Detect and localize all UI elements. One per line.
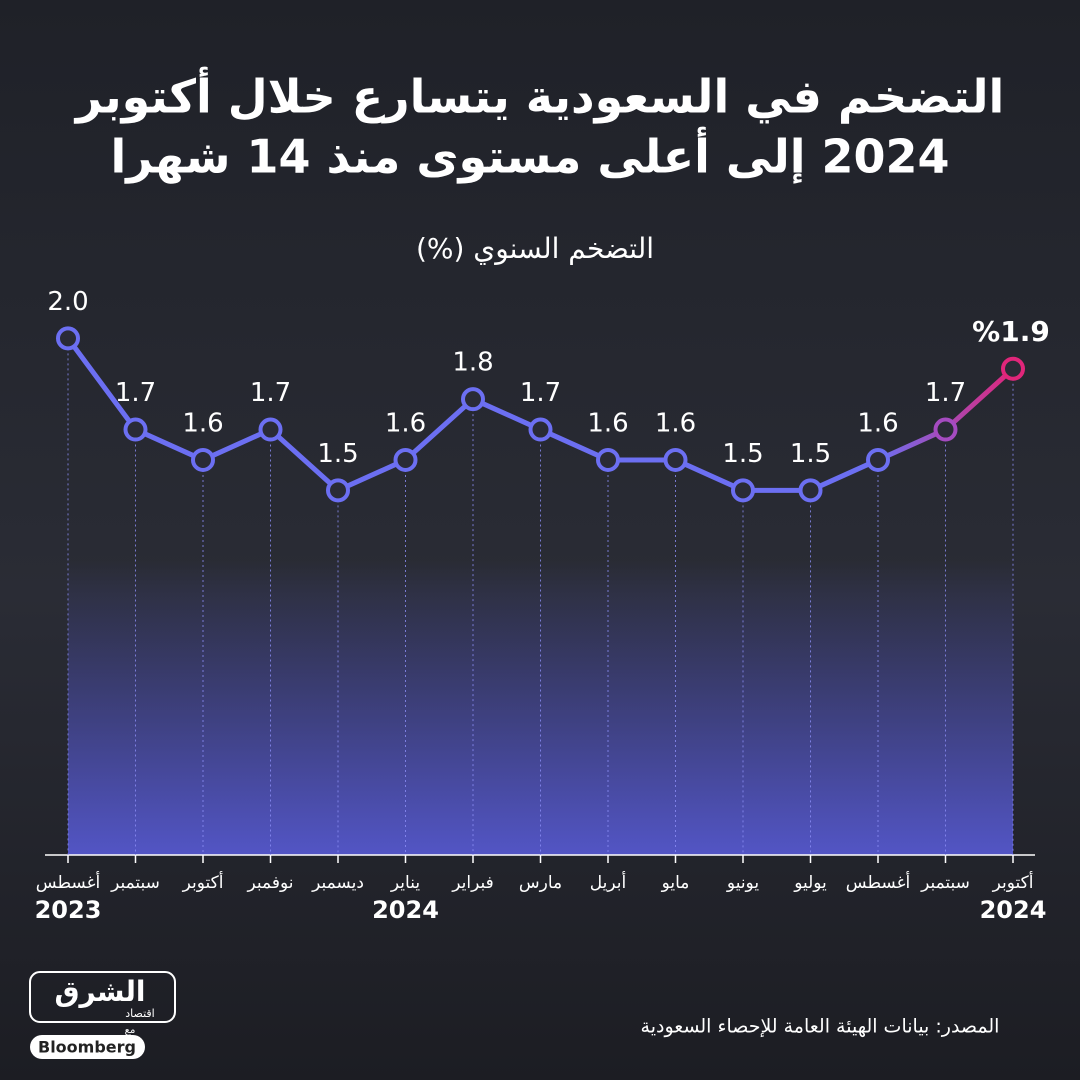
year-label: 2024 (372, 896, 439, 924)
title-line: التضخم في السعودية يتسارع خلال أكتوبر (74, 67, 1005, 124)
value-label: 1.5 (317, 439, 358, 469)
value-label: 1.5 (790, 439, 831, 469)
x-tick-label: أغسطس (36, 871, 100, 893)
value-label: 1.6 (385, 408, 426, 438)
x-tick-label: أغسطس (846, 871, 910, 893)
point (326, 478, 350, 503)
point (663, 447, 688, 472)
point (56, 326, 80, 351)
value-label: 1.7 (925, 378, 966, 408)
value-label: 1.7 (250, 378, 291, 408)
logo: الشرق اقتصاد مع Bloomberg (29, 971, 176, 1059)
logo-sub: اقتصاد (125, 1007, 154, 1020)
x-tick-label: سبتمبر (110, 873, 160, 893)
source: المصدر: بيانات الهيئة العامة للإحصاء الس… (641, 1016, 1000, 1038)
logo-name: الشرق (54, 975, 145, 1008)
x-tick-label: أكتوبر (182, 871, 224, 893)
value-label: 1.6 (655, 408, 696, 438)
subtitle: التضخم السنوي (%) (416, 232, 654, 265)
x-tick-label: فبراير (451, 873, 493, 893)
x-tick-label: يوليو (793, 873, 827, 893)
x-tick-label: يونيو (726, 873, 759, 893)
value-label: 1.6 (587, 408, 628, 438)
value-label: 2.0 (47, 287, 88, 317)
title-line: 2024 إلى أعلى مستوى منذ 14 شهرا (110, 127, 949, 185)
value-label: 1.7 (115, 378, 156, 408)
x-tick-label: نوفمبر (247, 873, 294, 893)
point (461, 387, 485, 412)
x-tick-label: ديسمبر (311, 873, 364, 893)
value-label: 1.8 (452, 348, 493, 378)
point (123, 417, 148, 442)
value-label: 1.6 (857, 408, 898, 438)
point (933, 417, 958, 442)
value-label: 1.5 (722, 439, 763, 469)
logo-frame (29, 971, 176, 1023)
point (731, 478, 755, 503)
point (866, 447, 890, 472)
value-label: 1.7 (520, 378, 561, 408)
x-tick-label: مارس (519, 873, 562, 893)
value-label: %1.9 (972, 315, 1050, 348)
point (191, 447, 215, 472)
year-label: 2024 (980, 896, 1047, 924)
value-label: 1.6 (182, 408, 223, 438)
point (596, 447, 620, 472)
point (1001, 356, 1025, 381)
x-tick-label: مايو (661, 873, 690, 893)
point (528, 417, 553, 442)
point (258, 417, 283, 442)
logo-partner: Bloomberg (38, 1038, 136, 1057)
year-label: 2023 (35, 896, 102, 924)
x-tick-label: سبتمبر (920, 873, 970, 893)
x-tick-label: أبريل (590, 871, 626, 893)
point (798, 478, 823, 503)
x-tick-label: أكتوبر (992, 871, 1034, 893)
x-tick-label: يناير (390, 873, 420, 893)
point (393, 447, 418, 472)
logo-pill (30, 1035, 145, 1059)
logo-with: مع (125, 1025, 136, 1036)
